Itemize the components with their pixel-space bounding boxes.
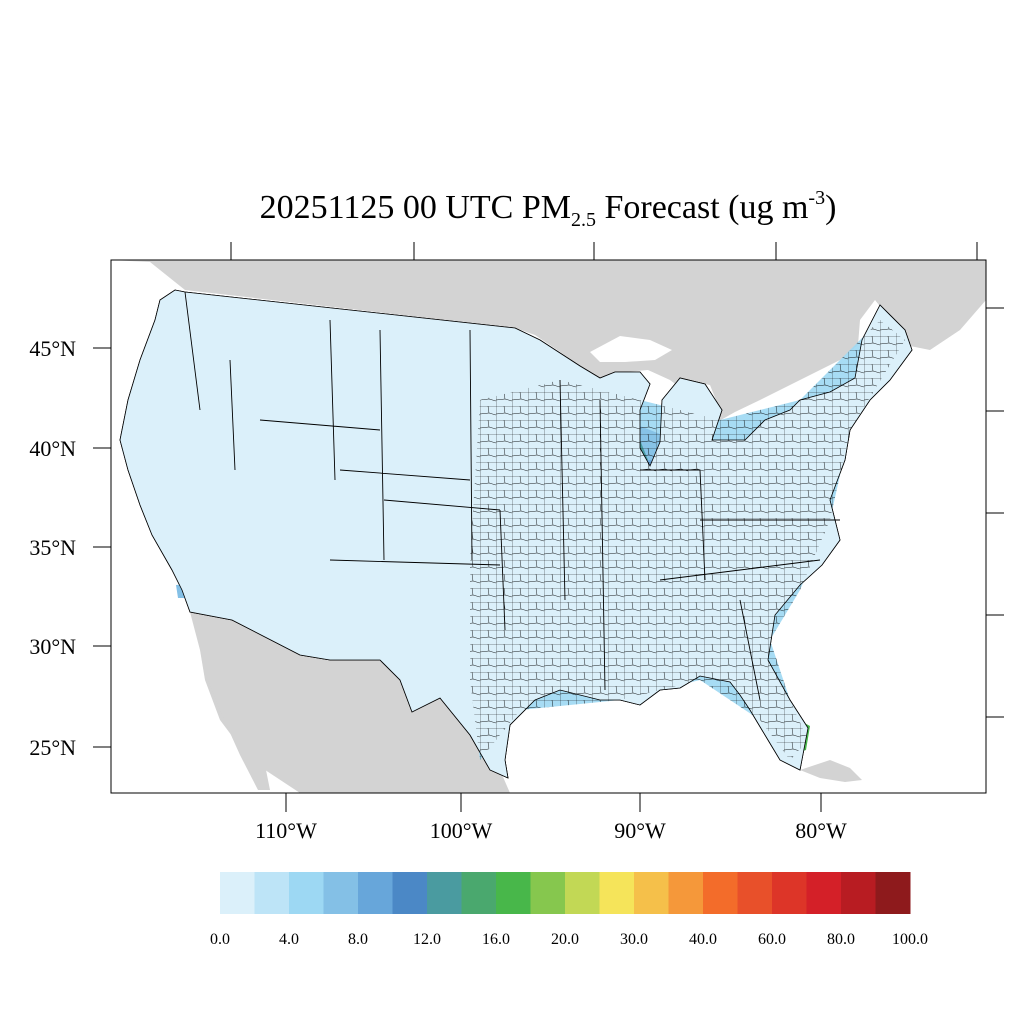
colorbar-tick-label: 60.0 xyxy=(758,931,786,948)
colorbar-tick-label: 12.0 xyxy=(413,931,441,948)
colorbar-swatch xyxy=(737,872,773,914)
right-tick-marks xyxy=(986,307,1004,718)
colorbar-swatch xyxy=(254,872,290,914)
colorbar-swatch xyxy=(806,872,842,914)
colorbar-tick-label: 80.0 xyxy=(827,931,855,948)
lat-label-40n: 40°N xyxy=(29,436,76,461)
colorbar-tick-label: 4.0 xyxy=(279,931,299,948)
lon-label-90w: 90°W xyxy=(614,818,666,843)
lat-label-25n: 25°N xyxy=(29,735,76,760)
top-tick-marks xyxy=(230,242,978,260)
lon-label-100w: 100°W xyxy=(430,818,493,843)
colorbar-swatch xyxy=(220,872,255,914)
colorbar-swatch xyxy=(358,872,393,914)
colorbar-tick-label: 16.0 xyxy=(482,931,510,948)
colorbar-tick-label: 40.0 xyxy=(689,931,717,948)
state-border-lines xyxy=(184,291,840,701)
colorbar-swatch xyxy=(634,872,669,914)
canada-landmass xyxy=(111,260,986,425)
colorbar-swatch xyxy=(496,872,531,914)
map-title: 20251125 00 UTC PM2.5 Forecast (ug m-3) xyxy=(260,187,837,231)
lat-label-45n: 45°N xyxy=(29,336,76,361)
colorbar-swatch xyxy=(703,872,738,914)
lat-label-30n: 30°N xyxy=(29,634,76,659)
longitude-labels: 110°W 100°W 90°W 80°W xyxy=(255,818,847,843)
colorbar-tick-label: 20.0 xyxy=(551,931,579,948)
colorbar-tick-label: 30.0 xyxy=(620,931,648,948)
colorbar-swatch xyxy=(289,872,324,914)
lat-label-35n: 35°N xyxy=(29,535,76,560)
colorbar-swatch xyxy=(530,872,566,914)
latitude-labels: 45°N 40°N 35°N 30°N 25°N xyxy=(29,336,76,760)
colorbar-swatch xyxy=(599,872,635,914)
colorbar-swatch xyxy=(875,872,911,914)
county-grid-east xyxy=(470,320,905,760)
colorbar-tick-label: 8.0 xyxy=(348,931,368,948)
lake-superior xyxy=(590,336,672,362)
mexico-landmass xyxy=(190,612,510,793)
colorbar-swatch xyxy=(841,872,876,914)
lon-label-110w: 110°W xyxy=(255,818,317,843)
colorbar-swatch xyxy=(461,872,497,914)
lon-label-80w: 80°W xyxy=(795,818,847,843)
colorbar-tick-label: 0.0 xyxy=(210,931,230,948)
colorbar-swatch xyxy=(392,872,428,914)
colorbar-swatch xyxy=(427,872,462,914)
map-frame xyxy=(110,259,987,794)
colorbar-labels: 0.0 4.0 8.0 12.0 16.0 20.0 30.0 40.0 60.0 80.0 100… xyxy=(210,931,928,948)
cuba-island xyxy=(800,760,862,782)
colorbar-swatch xyxy=(323,872,359,914)
colorbar-tick-label: 100.0 xyxy=(892,931,928,948)
map-panel xyxy=(111,260,986,793)
left-tick-marks xyxy=(93,347,111,748)
colorbar-swatch xyxy=(565,872,600,914)
colorbar-swatch xyxy=(668,872,704,914)
colorbar xyxy=(220,872,911,914)
colorbar-swatch xyxy=(772,872,807,914)
baja-peninsula xyxy=(205,640,270,790)
bottom-tick-marks xyxy=(285,793,822,812)
